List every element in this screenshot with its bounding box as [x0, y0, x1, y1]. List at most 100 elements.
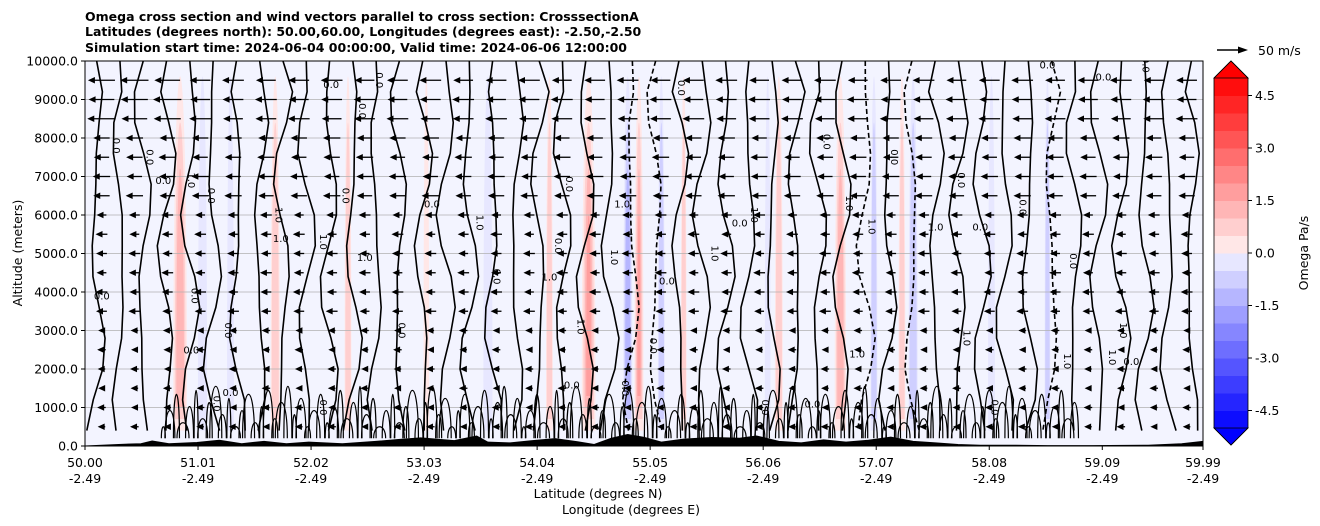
wind-vector-head — [1178, 154, 1186, 161]
wind-vector-head — [654, 288, 662, 296]
wind-vector-head — [1083, 346, 1091, 353]
wind-vector-head — [616, 77, 624, 84]
wind-vector-head — [948, 134, 956, 142]
wind-vector-head — [950, 231, 958, 238]
wind-vector-head — [328, 404, 336, 411]
wind-vector-head — [1079, 173, 1087, 180]
wind-vector — [618, 134, 637, 142]
colorbar-tick-label: -1.5 — [1255, 298, 1279, 313]
wind-vector — [154, 77, 181, 84]
contour-label: 1.0 — [273, 234, 289, 245]
wind-vector — [1114, 308, 1127, 315]
wind-vector-head — [163, 365, 171, 373]
contour-line-low — [373, 426, 387, 439]
wind-vector-head — [754, 308, 762, 315]
wind-vector — [361, 423, 369, 430]
wind-vector — [295, 327, 303, 334]
contour-line — [808, 61, 828, 431]
wind-vector — [755, 346, 763, 353]
wind-vector-head — [985, 365, 993, 373]
wind-vector — [919, 385, 928, 392]
wind-vector — [953, 423, 961, 430]
wind-vector-head — [984, 211, 992, 219]
wind-vector-head — [487, 192, 495, 199]
wind-vector — [717, 192, 735, 199]
wind-vector-head — [196, 327, 204, 334]
wind-vector — [1049, 231, 1061, 238]
wind-vector — [96, 269, 107, 276]
wind-vector — [1177, 173, 1196, 180]
wind-vector-head — [356, 173, 364, 180]
wind-vector-head — [716, 115, 724, 122]
wind-vector-head — [320, 77, 328, 84]
wind-vector — [953, 365, 961, 373]
wind-vector-head — [295, 385, 303, 392]
wind-vector-head — [360, 385, 368, 392]
wind-vector-head — [619, 173, 627, 180]
contour-line-low — [316, 393, 326, 439]
wind-vector — [1180, 288, 1193, 296]
wind-vector-head — [490, 308, 498, 315]
wind-vector — [1081, 231, 1094, 238]
wind-vector — [722, 385, 731, 392]
wind-vector — [195, 211, 206, 219]
wind-vector-head — [458, 250, 466, 257]
wind-vector-head — [721, 288, 729, 296]
wind-vector — [685, 134, 702, 142]
contour-line-low — [873, 398, 883, 439]
wind-vector-head — [1050, 308, 1058, 315]
wind-vector-head — [819, 269, 827, 276]
wind-vector — [816, 154, 834, 161]
contour-label: 0.0 — [373, 72, 384, 88]
wind-vector — [919, 365, 928, 373]
wind-vector — [1047, 192, 1063, 199]
wind-vector — [985, 327, 993, 334]
wind-vector-head — [422, 154, 430, 161]
contour-line — [691, 61, 712, 431]
wind-vector — [425, 288, 436, 296]
wind-vector-head — [425, 288, 433, 296]
wind-vector — [227, 269, 239, 276]
wind-vector — [223, 115, 243, 122]
wind-vector — [459, 423, 467, 430]
wind-vector-head — [1149, 385, 1157, 392]
wind-vector-head — [814, 96, 822, 103]
wind-vector-head — [358, 211, 366, 219]
wind-vector — [984, 346, 994, 353]
contour-label: 0.0 — [955, 172, 966, 188]
wind-vector — [849, 173, 866, 180]
wind-vector-head — [880, 96, 888, 103]
wind-vector — [191, 192, 209, 199]
wind-vector — [819, 288, 830, 296]
wind-vector — [919, 423, 928, 430]
wind-vector-head — [356, 192, 364, 199]
wind-vector — [682, 77, 704, 84]
wind-vector-head — [557, 327, 565, 334]
wind-vector — [189, 77, 211, 84]
wind-vector — [159, 134, 175, 142]
contour-line-low — [717, 385, 724, 439]
wind-vector-head — [684, 173, 692, 180]
wind-vector-head — [1017, 231, 1025, 238]
contour-line-low — [930, 386, 944, 439]
contour-line — [767, 61, 781, 431]
x-tick-label-lat: 55.05 — [632, 455, 668, 470]
contour-line-low — [1024, 426, 1033, 439]
wind-vector-head — [424, 250, 432, 257]
wind-vector — [717, 134, 735, 142]
contour-label: 1.0 — [709, 246, 720, 262]
contour-line-low — [193, 389, 199, 439]
wind-vector — [786, 288, 798, 296]
wind-vector — [360, 327, 369, 334]
wind-vector — [359, 288, 370, 296]
contour-line-low — [176, 422, 190, 439]
wind-vector-head — [652, 134, 660, 142]
contour-line-low — [831, 405, 846, 439]
wind-vector-head — [654, 269, 662, 276]
wind-vector-head — [853, 346, 861, 353]
wind-vector-head — [262, 404, 270, 411]
contour-line — [927, 61, 945, 431]
wind-vector-head — [1047, 192, 1055, 199]
wind-vector — [360, 404, 369, 411]
wind-vector-head — [422, 173, 430, 180]
